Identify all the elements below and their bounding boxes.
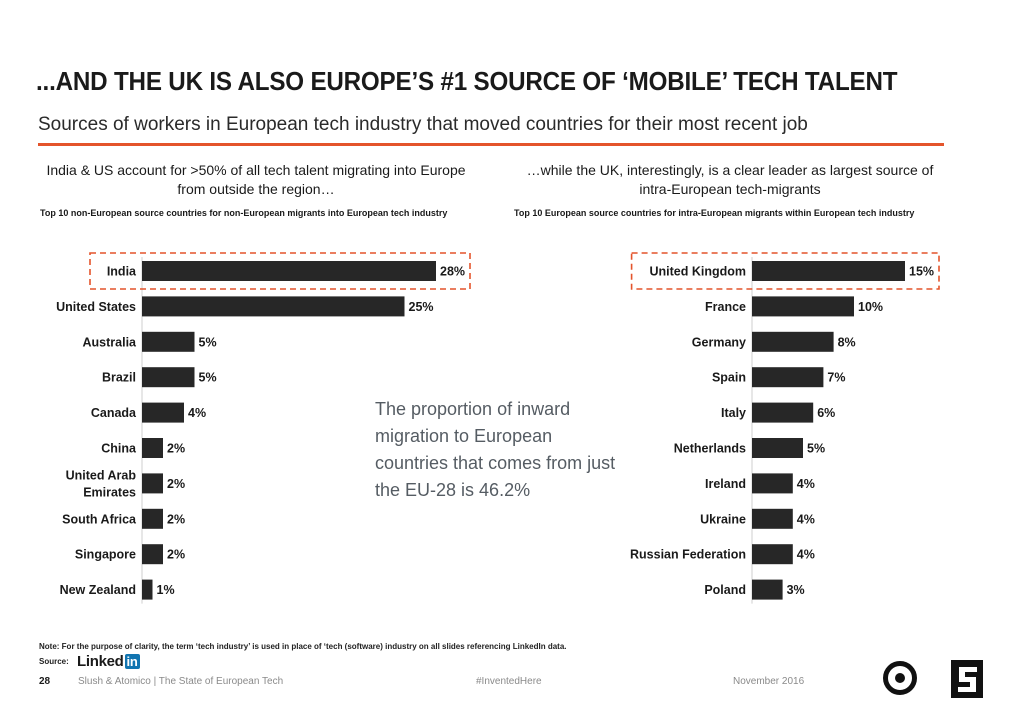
footer-hashtag: #InventedHere (476, 676, 542, 687)
category-label: Germany (692, 335, 746, 349)
left-bar-chart: India 28% United States 25% Australia 5% Brazi… (56, 252, 471, 604)
category-label: New Zealand (60, 583, 136, 597)
page-number: 28 (39, 676, 51, 687)
category-label: Brazil (102, 371, 136, 385)
bar-singapore (142, 544, 163, 565)
linkedin-logo-in: in (124, 654, 140, 669)
atomico-logo-icon (951, 660, 983, 698)
bar-united-states (142, 296, 405, 317)
category-label: United States (56, 300, 136, 314)
footer-date: November 2016 (733, 676, 805, 687)
slush-logo-icon (883, 661, 917, 695)
bar-india (142, 261, 436, 281)
bar-brazil (142, 367, 195, 388)
value-label: 4% (797, 477, 815, 491)
bar-canada (142, 402, 184, 423)
category-label: France (705, 300, 746, 314)
value-label: 4% (188, 406, 206, 420)
highlight-box (89, 252, 471, 290)
right-panel-subheading: Top 10 European source countries for int… (514, 208, 915, 218)
bar-france (752, 296, 854, 317)
category-label: Emirates (83, 485, 136, 499)
linkedin-logo: Linked in (77, 653, 140, 670)
value-label: 2% (167, 477, 185, 491)
category-label: Netherlands (674, 442, 746, 456)
value-label: 25% (409, 300, 434, 314)
bar-united-kingdom (752, 261, 905, 281)
bar-ireland (752, 473, 793, 494)
highlight-box (630, 252, 940, 290)
bar-new-zealand (142, 579, 153, 600)
bar-germany (752, 331, 834, 352)
bar-netherlands (752, 438, 803, 458)
bar-poland (752, 579, 783, 600)
category-label: Australia (83, 335, 138, 349)
footer-brand: Slush & Atomico | The State of European … (78, 676, 284, 687)
category-label: South Africa (62, 512, 137, 526)
left-panel-heading: India & US account for >50% of all tech … (46, 162, 466, 197)
linkedin-logo-text: Linked (77, 653, 124, 670)
value-label: 4% (797, 512, 815, 526)
bar-australia (142, 331, 195, 352)
value-label: 3% (787, 583, 805, 597)
category-label: China (101, 442, 137, 456)
value-label: 5% (807, 442, 825, 456)
bar-spain (752, 367, 824, 388)
category-label: Spain (712, 371, 746, 385)
value-label: 1% (157, 583, 175, 597)
footnote: Note: For the purpose of clarity, the te… (39, 642, 567, 651)
category-label: United Kingdom (649, 265, 746, 279)
value-label: 6% (817, 406, 835, 420)
category-label: Russian Federation (630, 548, 746, 562)
bar-ukraine (752, 508, 793, 529)
category-label: Poland (704, 583, 746, 597)
value-label: 2% (167, 548, 185, 562)
accent-rule (38, 143, 944, 146)
category-label: India (107, 265, 137, 279)
category-label: Canada (91, 406, 137, 420)
value-label: 28% (440, 265, 465, 279)
value-label: 8% (838, 335, 856, 349)
category-label: United Arab (66, 468, 137, 482)
value-label: 7% (827, 371, 845, 385)
callout-text: The proportion of inward migration to Eu… (375, 399, 616, 500)
category-label: Singapore (75, 548, 136, 562)
bar-china (142, 438, 163, 458)
value-label: 5% (199, 371, 217, 385)
source-label: Source: (39, 657, 69, 666)
bar-united-arab-emirates (142, 473, 163, 494)
value-label: 2% (167, 442, 185, 456)
bar-russian-federation (752, 544, 793, 565)
category-label: Ukraine (700, 512, 746, 526)
page-title: ...AND THE UK IS ALSO EUROPE’S #1 SOURCE… (36, 66, 898, 96)
category-label: Italy (721, 406, 746, 420)
right-panel-heading: …while the UK, interestingly, is a clear… (526, 162, 934, 197)
value-label: 5% (199, 335, 217, 349)
value-label: 2% (167, 512, 185, 526)
right-bar-chart: United Kingdom 15% France 10% Germany 8% Spain… (630, 252, 940, 604)
value-label: 4% (797, 548, 815, 562)
page-subtitle: Sources of workers in European tech indu… (38, 114, 808, 135)
bar-south-africa (142, 508, 163, 529)
bar-italy (752, 402, 814, 423)
category-label: Ireland (705, 477, 746, 491)
value-label: 10% (858, 300, 883, 314)
value-label: 15% (909, 265, 934, 279)
left-panel-subheading: Top 10 non-European source countries for… (40, 208, 448, 218)
